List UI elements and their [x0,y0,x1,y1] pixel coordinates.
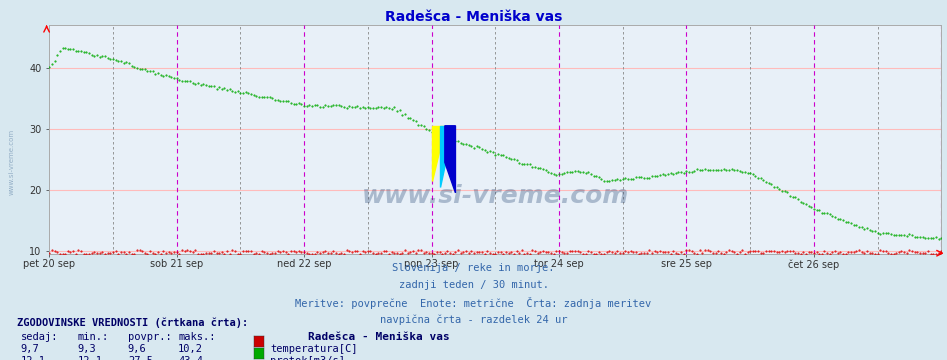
Text: 12,1: 12,1 [78,356,102,360]
Text: Slovenija / reke in morje.: Slovenija / reke in morje. [392,263,555,273]
Text: Meritve: povprečne  Enote: metrične  Črta: zadnja meritev: Meritve: povprečne Enote: metrične Črta:… [295,297,652,309]
Text: www.si-vreme.com: www.si-vreme.com [9,129,14,195]
Text: 9,6: 9,6 [128,344,147,354]
Text: ZGODOVINSKE VREDNOSTI (črtkana črta):: ZGODOVINSKE VREDNOSTI (črtkana črta): [17,318,248,328]
Text: maks.:: maks.: [178,332,216,342]
Text: 10,2: 10,2 [178,344,203,354]
Text: 9,3: 9,3 [78,344,97,354]
Text: 9,7: 9,7 [21,344,40,354]
Text: Radešca - Meniška vas: Radešca - Meniška vas [308,332,450,342]
Text: min.:: min.: [78,332,109,342]
Text: pretok[m3/s]: pretok[m3/s] [270,356,345,360]
Text: 43,4: 43,4 [178,356,203,360]
Polygon shape [439,126,453,187]
Text: 12,1: 12,1 [21,356,45,360]
Text: Radešca - Meniška vas: Radešca - Meniška vas [384,10,563,24]
Text: www.si-vreme.com: www.si-vreme.com [362,184,629,208]
Polygon shape [432,126,445,181]
Text: temperatura[C]: temperatura[C] [270,344,357,354]
Text: povpr.:: povpr.: [128,332,171,342]
Text: sedaj:: sedaj: [21,332,59,342]
Polygon shape [445,126,456,193]
Text: zadnji teden / 30 minut.: zadnji teden / 30 minut. [399,280,548,290]
Text: navpična črta - razdelek 24 ur: navpična črta - razdelek 24 ur [380,315,567,325]
Text: 27,5: 27,5 [128,356,152,360]
